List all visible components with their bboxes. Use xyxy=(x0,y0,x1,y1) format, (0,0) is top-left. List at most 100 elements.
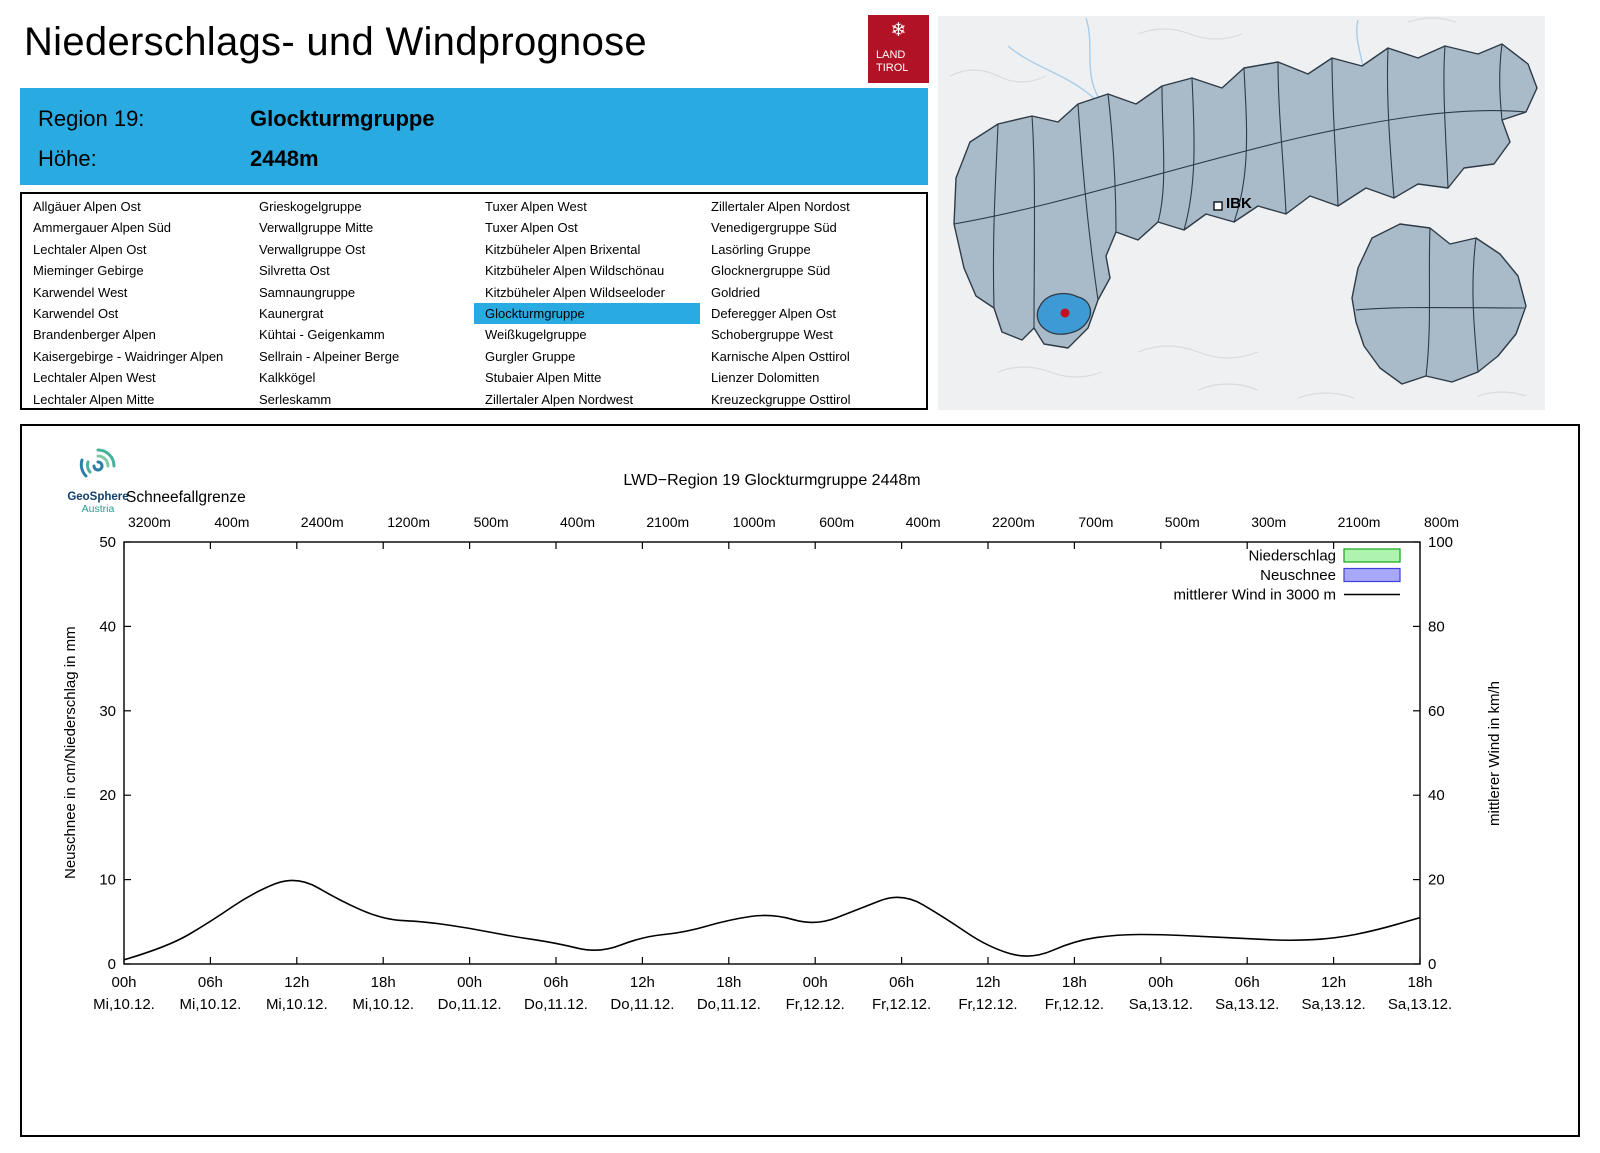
x-tick-date-label: Fr,12.12. xyxy=(872,996,931,1013)
region-list-item[interactable]: Silvretta Ost xyxy=(259,263,330,279)
tirol-region-map[interactable]: IBK xyxy=(938,16,1545,410)
region-list-column: Tuxer Alpen West Tuxer Alpen Ost Kitzbühel… xyxy=(474,196,700,408)
region-list-item[interactable]: Lechtaler Alpen Ost xyxy=(33,241,147,257)
y-axis-title-right: mittlerer Wind in km/h xyxy=(1486,680,1503,826)
region-list-item[interactable]: Brandenberger Alpen xyxy=(33,327,156,343)
x-tick-date-label: Do,11.12. xyxy=(610,996,674,1013)
region-list-item[interactable]: Lechtaler Alpen Mitte xyxy=(33,391,155,407)
region-list-item[interactable]: Stubaier Alpen Mitte xyxy=(485,370,602,386)
x-tick-time-label: 00h xyxy=(1148,974,1173,991)
region-list-item[interactable]: Weißkugelgruppe xyxy=(485,327,587,343)
region-list-item[interactable]: Zillertaler Alpen Nordwest xyxy=(485,391,634,407)
y-tick-left-label: 50 xyxy=(99,534,116,551)
land-tirol-logo: ❄ LAND TIROL xyxy=(868,15,929,83)
x-tick-time-label: 12h xyxy=(630,974,655,991)
region-list-item[interactable]: Goldried xyxy=(711,284,761,300)
x-tick-time-label: 00h xyxy=(111,974,136,991)
region-list-item[interactable]: Karwendel West xyxy=(33,284,128,300)
region-list-item[interactable]: Kalkkögel xyxy=(259,370,316,386)
region-list-item[interactable]: Kühtai - Geigenkamm xyxy=(259,327,385,343)
y-tick-right-label: 20 xyxy=(1428,872,1445,889)
region-name-value: Glockturmgruppe xyxy=(250,106,435,131)
map-regions[interactable] xyxy=(953,43,1538,385)
region-list-item[interactable]: Kitzbüheler Alpen Brixental xyxy=(485,241,641,257)
region-list-item[interactable]: Deferegger Alpen Ost xyxy=(711,305,837,321)
region-list-item[interactable]: Ammergauer Alpen Süd xyxy=(33,220,172,236)
snowline-value: 700m xyxy=(1078,514,1113,530)
region-number-label: Region 19: xyxy=(38,106,145,131)
terrain-texture xyxy=(949,17,1527,399)
snowline-value: 3200m xyxy=(128,514,171,530)
region-list-item[interactable]: Glocknergruppe Süd xyxy=(711,263,831,279)
region-list-item-selected[interactable]: Glockturmgruppe xyxy=(474,302,700,325)
region-list-item[interactable]: Grieskogelgruppe xyxy=(259,199,362,214)
region-list-item[interactable]: Tuxer Alpen West xyxy=(485,199,587,214)
legend-label: Neuschnee xyxy=(1260,567,1336,584)
region-list-item[interactable]: Schobergruppe West xyxy=(711,327,833,343)
region-list-item[interactable]: Verwallgruppe Mitte xyxy=(259,220,374,236)
x-tick-time-label: 06h xyxy=(198,974,223,991)
snowline-value: 400m xyxy=(906,514,941,530)
y-tick-right-label: 40 xyxy=(1428,787,1445,804)
snowline-value: 1000m xyxy=(733,514,776,530)
region-list-item[interactable]: Tuxer Alpen Ost xyxy=(485,220,578,236)
x-tick-date-label: Mi,10.12. xyxy=(93,996,155,1013)
x-tick-date-label: Mi,10.12. xyxy=(352,996,414,1013)
region-list-item[interactable]: Kaunergrat xyxy=(259,305,324,321)
region-list-item[interactable]: Gurgler Gruppe xyxy=(485,348,576,364)
snowline-value: 500m xyxy=(1165,514,1200,530)
geosphere-logo: GeoSphere Austria xyxy=(56,446,140,515)
y-tick-left-label: 0 xyxy=(108,956,116,973)
snowline-value: 800m xyxy=(1424,514,1459,530)
x-tick-time-label: 18h xyxy=(1407,974,1432,991)
region-list-item[interactable]: Lienzer Dolomitten xyxy=(711,370,820,386)
y-tick-right-label: 80 xyxy=(1428,618,1445,635)
x-tick-time-label: 18h xyxy=(716,974,741,991)
ibk-label: IBK xyxy=(1226,195,1252,212)
region-list-column: Grieskogelgruppe Verwallgruppe Mitte Verwa… xyxy=(248,196,474,408)
region-list-item[interactable]: Karnische Alpen Osttirol xyxy=(711,348,850,364)
y-tick-right-label: 100 xyxy=(1428,534,1453,551)
region-list-item[interactable]: Verwallgruppe Ost xyxy=(259,241,366,257)
east-tirol-shape[interactable] xyxy=(1351,223,1527,385)
x-tick-time-label: 12h xyxy=(975,974,1000,991)
geosphere-sub: Austria xyxy=(81,503,115,515)
region-list-column: Zillertaler Alpen Nordost Venedigergruppe… xyxy=(700,196,926,408)
x-tick-date-label: Mi,10.12. xyxy=(266,996,328,1013)
x-tick-date-label: Mi,10.12. xyxy=(180,996,242,1013)
region-list-item[interactable]: Kitzbüheler Alpen Wildschönau xyxy=(485,263,665,279)
legend-swatch xyxy=(1343,567,1401,583)
selected-region-dot xyxy=(1060,308,1070,318)
region-list-item[interactable]: Venedigergruppe Süd xyxy=(711,220,837,236)
region-list-item[interactable]: Karwendel Ost xyxy=(33,305,119,321)
region-list-item[interactable]: Kitzbüheler Alpen Wildseeloder xyxy=(485,284,665,300)
region-list: Allgäuer Alpen Ost Ammergauer Alpen Süd Le… xyxy=(20,192,928,410)
region-list-item[interactable]: Allgäuer Alpen Ost xyxy=(33,199,141,214)
snowline-value: 400m xyxy=(560,514,595,530)
region-list-item[interactable]: Lechtaler Alpen West xyxy=(33,370,156,386)
snowline-value: 400m xyxy=(214,514,249,530)
plot-border xyxy=(123,541,1421,965)
region-list-item[interactable]: Sellrain - Alpeiner Berge xyxy=(259,348,400,364)
x-tick-time-label: 00h xyxy=(803,974,828,991)
snowline-value: 2200m xyxy=(992,514,1035,530)
y-tick-left-label: 30 xyxy=(99,703,116,720)
region-list-item[interactable]: Kreuzeckgruppe Osttirol xyxy=(711,391,851,407)
snowline-heading: Schneefallgrenze xyxy=(126,489,246,506)
snowline-value: 2400m xyxy=(301,514,344,530)
region-list-item[interactable]: Samnaungruppe xyxy=(259,284,356,300)
page-title: Niederschlags- und Windprognose xyxy=(24,20,647,64)
region-list-item[interactable]: Lasörling Gruppe xyxy=(711,241,811,257)
y-tick-right-label: 60 xyxy=(1428,703,1445,720)
x-tick-date-label: Fr,12.12. xyxy=(1045,996,1104,1013)
region-list-item[interactable]: Zillertaler Alpen Nordost xyxy=(711,199,850,214)
region-list-item[interactable]: Mieminger Gebirge xyxy=(33,263,144,279)
y-axis-title-left: Neuschnee in cm/Niederschlag in mm xyxy=(62,626,79,880)
ibk-marker xyxy=(1213,201,1223,211)
y-tick-right-label: 0 xyxy=(1428,956,1436,973)
land-tirol-logo-text: LAND TIROL xyxy=(876,49,909,74)
region-list-item[interactable]: Serleskamm xyxy=(259,391,332,407)
y-tick-left-label: 10 xyxy=(99,872,116,889)
geosphere-name: GeoSphere xyxy=(67,491,129,503)
region-list-item[interactable]: Kaisergebirge - Waidringer Alpen xyxy=(33,348,224,364)
